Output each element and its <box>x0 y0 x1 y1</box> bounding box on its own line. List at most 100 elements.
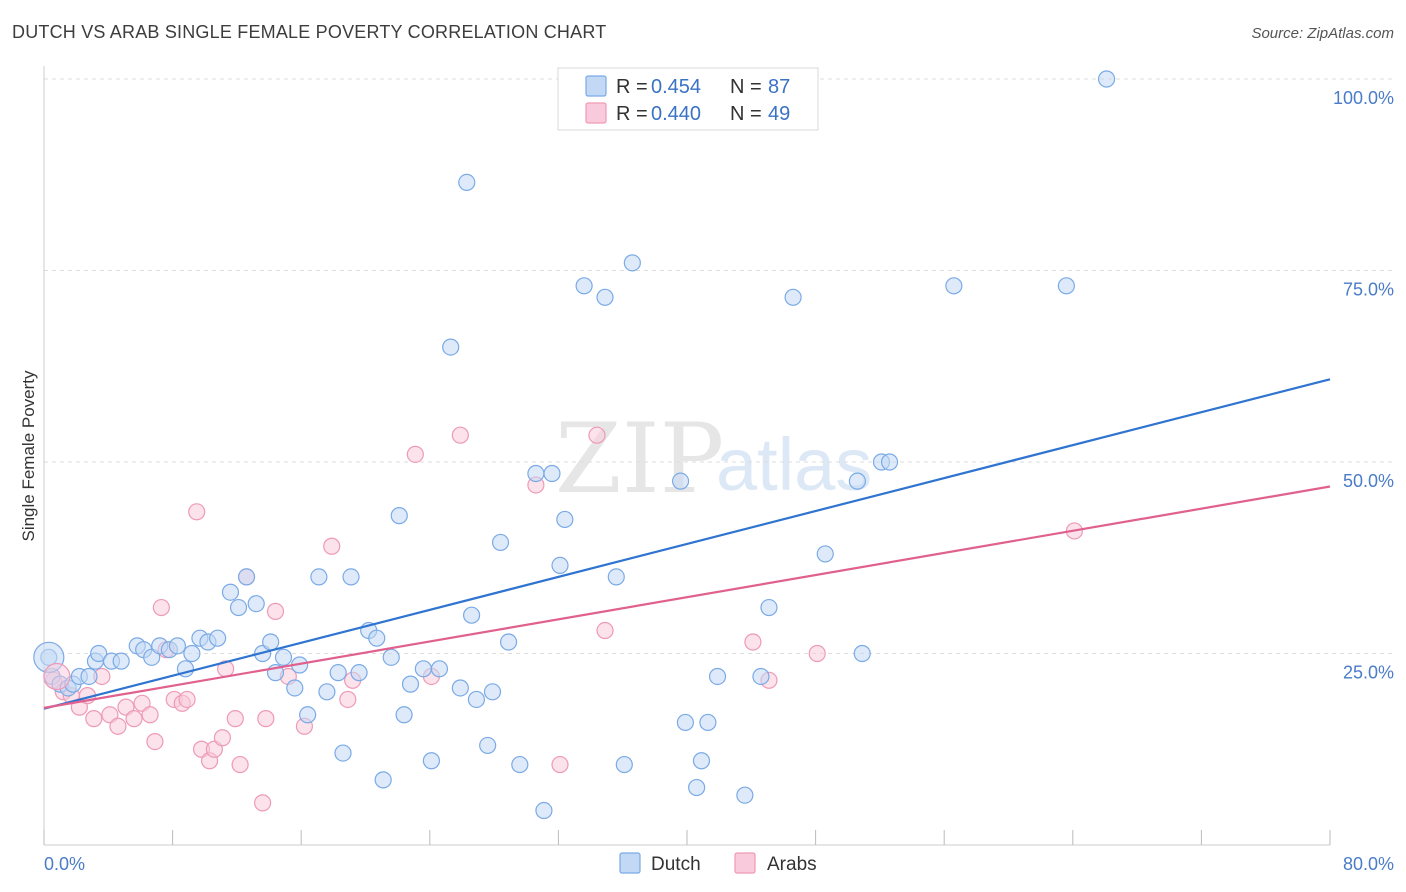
point-dutch-60 <box>535 801 553 820</box>
point-dutch-73 <box>699 713 717 732</box>
point-dutch-44 <box>395 706 413 724</box>
point-arabs-30 <box>266 602 285 620</box>
point-dutch-71 <box>688 778 706 797</box>
point-dutch-66 <box>607 568 625 586</box>
point-dutch-51 <box>458 173 476 192</box>
point-dutch-42 <box>382 648 400 666</box>
point-dutch-22 <box>221 583 240 601</box>
legend-r-label-dutch: R = <box>616 76 648 98</box>
point-dutch-79 <box>816 545 834 563</box>
point-dutch-41 <box>374 771 392 789</box>
legend-n-value-dutch: 87 <box>768 76 790 98</box>
series-legend-swatch-arabs[interactable] <box>734 852 756 874</box>
point-dutch-85 <box>1057 277 1075 295</box>
point-dutch-54 <box>479 736 497 755</box>
point-arabs-28 <box>254 794 272 812</box>
point-dutch-84 <box>945 277 963 295</box>
point-dutch-74 <box>708 667 727 686</box>
point-dutch-61 <box>543 464 561 483</box>
point-arabs-14 <box>152 598 170 617</box>
y-tick-labels: 25.0% 50.0% 75.0% 100.0% <box>1333 88 1394 683</box>
point-dutch-46 <box>414 660 432 678</box>
point-dutch-30 <box>286 679 304 697</box>
y-tick-label-0: 25.0% <box>1343 663 1394 683</box>
point-arabs-8 <box>109 717 127 735</box>
point-arabs-12 <box>141 706 159 724</box>
point-dutch-78 <box>784 288 802 306</box>
legend-swatch-dutch <box>585 75 607 97</box>
point-dutch-55 <box>483 683 502 701</box>
point-dutch-18 <box>183 644 201 663</box>
point-dutch-38 <box>350 664 368 682</box>
point-dutch-50 <box>451 679 469 697</box>
point-dutch-62 <box>551 556 569 575</box>
point-arabs-29 <box>257 710 275 728</box>
point-dutch-72 <box>692 752 711 770</box>
point-dutch-52 <box>462 606 481 624</box>
chart-source: Source: ZipAtlas.com <box>1251 25 1394 42</box>
point-arabs-25 <box>226 710 244 728</box>
series-legend-swatch-dutch[interactable] <box>619 852 641 874</box>
trend-line-arabs <box>43 485 1331 709</box>
point-dutch-68 <box>623 254 641 272</box>
point-dutch-47 <box>422 752 441 770</box>
point-arabs-36 <box>406 445 424 463</box>
point-arabs-43 <box>744 633 762 651</box>
point-dutch-65 <box>596 288 614 306</box>
legend-n-label-arabs: N = <box>730 103 762 125</box>
point-dutch-45 <box>401 675 420 693</box>
legend-r-label-arabs: R = <box>616 103 648 125</box>
legend-r-value-arabs: 0.440 <box>651 103 701 125</box>
legend-r-value-dutch: 0.454 <box>651 76 701 98</box>
point-arabs-23 <box>213 729 232 747</box>
point-dutch-70 <box>676 713 694 732</box>
point-dutch-35 <box>329 664 347 682</box>
point-dutch-24 <box>237 568 256 586</box>
legend-swatch-arabs <box>585 102 607 124</box>
point-dutch-36 <box>334 744 352 762</box>
series-legend: Dutch Arabs <box>619 852 817 875</box>
series-legend-label-dutch[interactable]: Dutch <box>651 854 701 875</box>
point-arabs-33 <box>323 537 341 555</box>
point-arabs-13 <box>146 732 164 751</box>
legend-n-label-dutch: N = <box>730 76 762 98</box>
point-dutch-16 <box>168 637 187 655</box>
point-dutch-53 <box>467 690 486 709</box>
point-dutch-76 <box>752 667 770 686</box>
point-dutch-48 <box>430 660 449 678</box>
point-dutch-10 <box>112 652 130 670</box>
point-dutch-64 <box>575 277 593 295</box>
point-dutch-75 <box>736 786 754 804</box>
gridlines <box>44 78 1394 654</box>
watermark: ZIP atlas <box>555 403 872 515</box>
y-tick-label-2: 75.0% <box>1343 280 1394 300</box>
trend-lines <box>43 378 1331 710</box>
x-tick-label-max: 80.0% <box>1343 854 1394 874</box>
axes <box>43 66 1331 846</box>
point-dutch-57 <box>499 633 518 651</box>
point-dutch-33 <box>310 568 328 586</box>
point-dutch-49 <box>442 338 460 356</box>
point-dutch-40 <box>368 629 386 647</box>
watermark-zip: ZIP <box>555 403 724 515</box>
point-dutch-83 <box>880 453 899 471</box>
point-arabs-5 <box>85 710 103 728</box>
point-dutch-8 <box>90 644 108 663</box>
point-dutch-69 <box>671 472 690 490</box>
point-dutch-23 <box>229 598 248 617</box>
point-dutch-77 <box>760 598 778 617</box>
point-dutch-29 <box>274 648 293 666</box>
point-dutch-43 <box>390 507 408 525</box>
point-dutch-86 <box>1097 70 1116 88</box>
point-arabs-19 <box>188 503 206 521</box>
chart-title: DUTCH VS ARAB SINGLE FEMALE POVERTY CORR… <box>12 22 606 42</box>
point-dutch-34 <box>318 683 336 701</box>
series-legend-label-arabs[interactable]: Arabs <box>767 854 817 875</box>
watermark-atlas: atlas <box>716 423 872 506</box>
y-axis-label: Single Female Poverty <box>19 370 38 542</box>
x-tick-label-min: 0.0% <box>44 854 85 874</box>
point-arabs-18 <box>178 690 196 709</box>
point-dutch-63 <box>556 510 574 529</box>
point-dutch-59 <box>527 464 545 483</box>
